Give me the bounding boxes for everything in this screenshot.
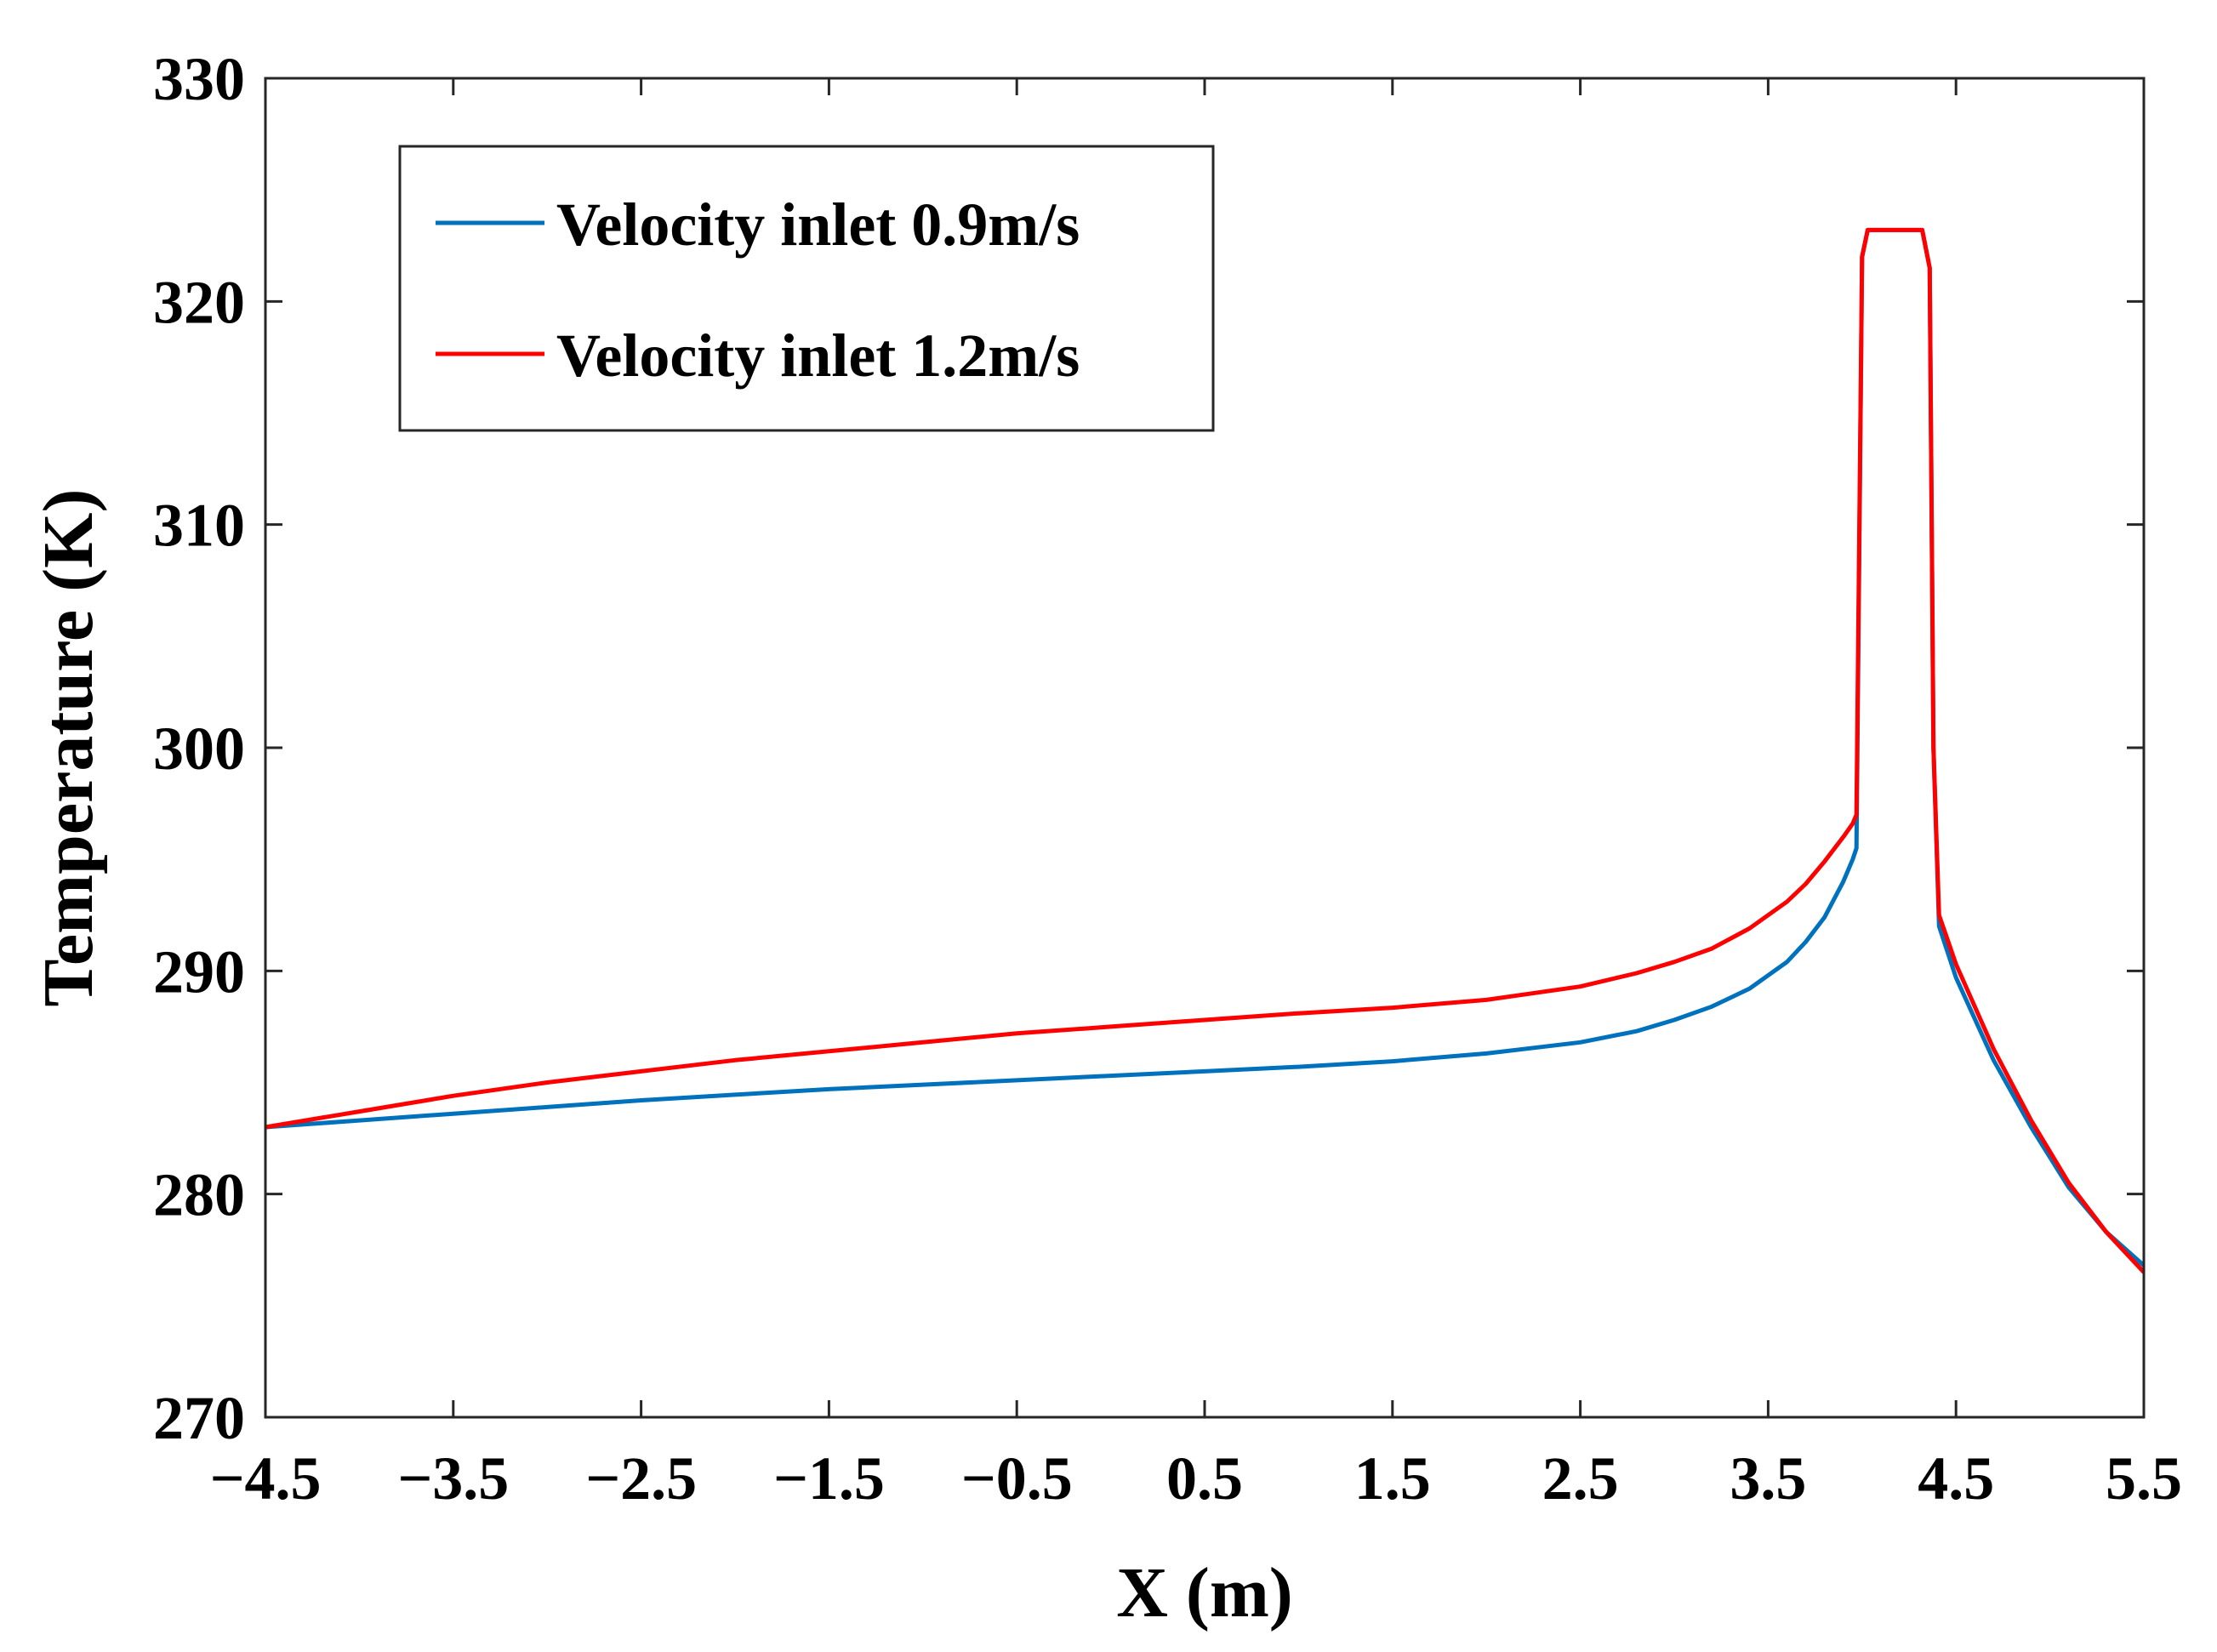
x-tick-label-4: −0.5 [961, 1444, 1073, 1512]
y-tick-label-5: 320 [153, 268, 245, 336]
x-tick-label-2: −2.5 [585, 1444, 697, 1512]
x-axis-ticks: −4.5 −3.5 −2.5 −1.5 −0.5 0.5 1.5 2.5 3.5 4.5 5.5 [209, 78, 2182, 1512]
y-tick-label-2: 290 [153, 937, 245, 1005]
legend-label-series-0: Velocity inlet 0.9m/s [556, 191, 1080, 259]
x-tick-label-0: −4.5 [209, 1444, 321, 1512]
series-layer [265, 227, 2146, 1274]
y-tick-label-1: 280 [153, 1161, 245, 1229]
x-tick-label-5: 0.5 [1166, 1444, 1243, 1512]
x-tick-label-8: 3.5 [1730, 1444, 1806, 1512]
x-tick-label-6: 1.5 [1354, 1444, 1431, 1512]
series-line-1 [265, 227, 2146, 1274]
y-tick-label-3: 300 [153, 715, 245, 783]
x-tick-label-10: 5.5 [2106, 1444, 2182, 1512]
x-tick-label-3: −1.5 [773, 1444, 885, 1512]
x-tick-label-7: 2.5 [1542, 1444, 1619, 1512]
legend-label-series-1: Velocity inlet 1.2m/s [556, 322, 1080, 390]
y-axis-title: Temperature (K) [29, 489, 108, 1007]
legend-box [398, 145, 1215, 432]
y-tick-label-6: 330 [153, 45, 245, 113]
x-tick-label-9: 4.5 [1918, 1444, 1994, 1512]
y-axis-ticks: 270 280 290 300 310 320 330 [153, 45, 2144, 1452]
y-tick-label-0: 270 [153, 1384, 245, 1452]
legend: Velocity inlet 0.9m/s Velocity inlet 1.2… [398, 145, 1215, 432]
x-axis-title: X (m) [1116, 1553, 1293, 1632]
x-tick-label-1: −3.5 [397, 1444, 509, 1512]
y-tick-label-4: 310 [153, 492, 245, 560]
